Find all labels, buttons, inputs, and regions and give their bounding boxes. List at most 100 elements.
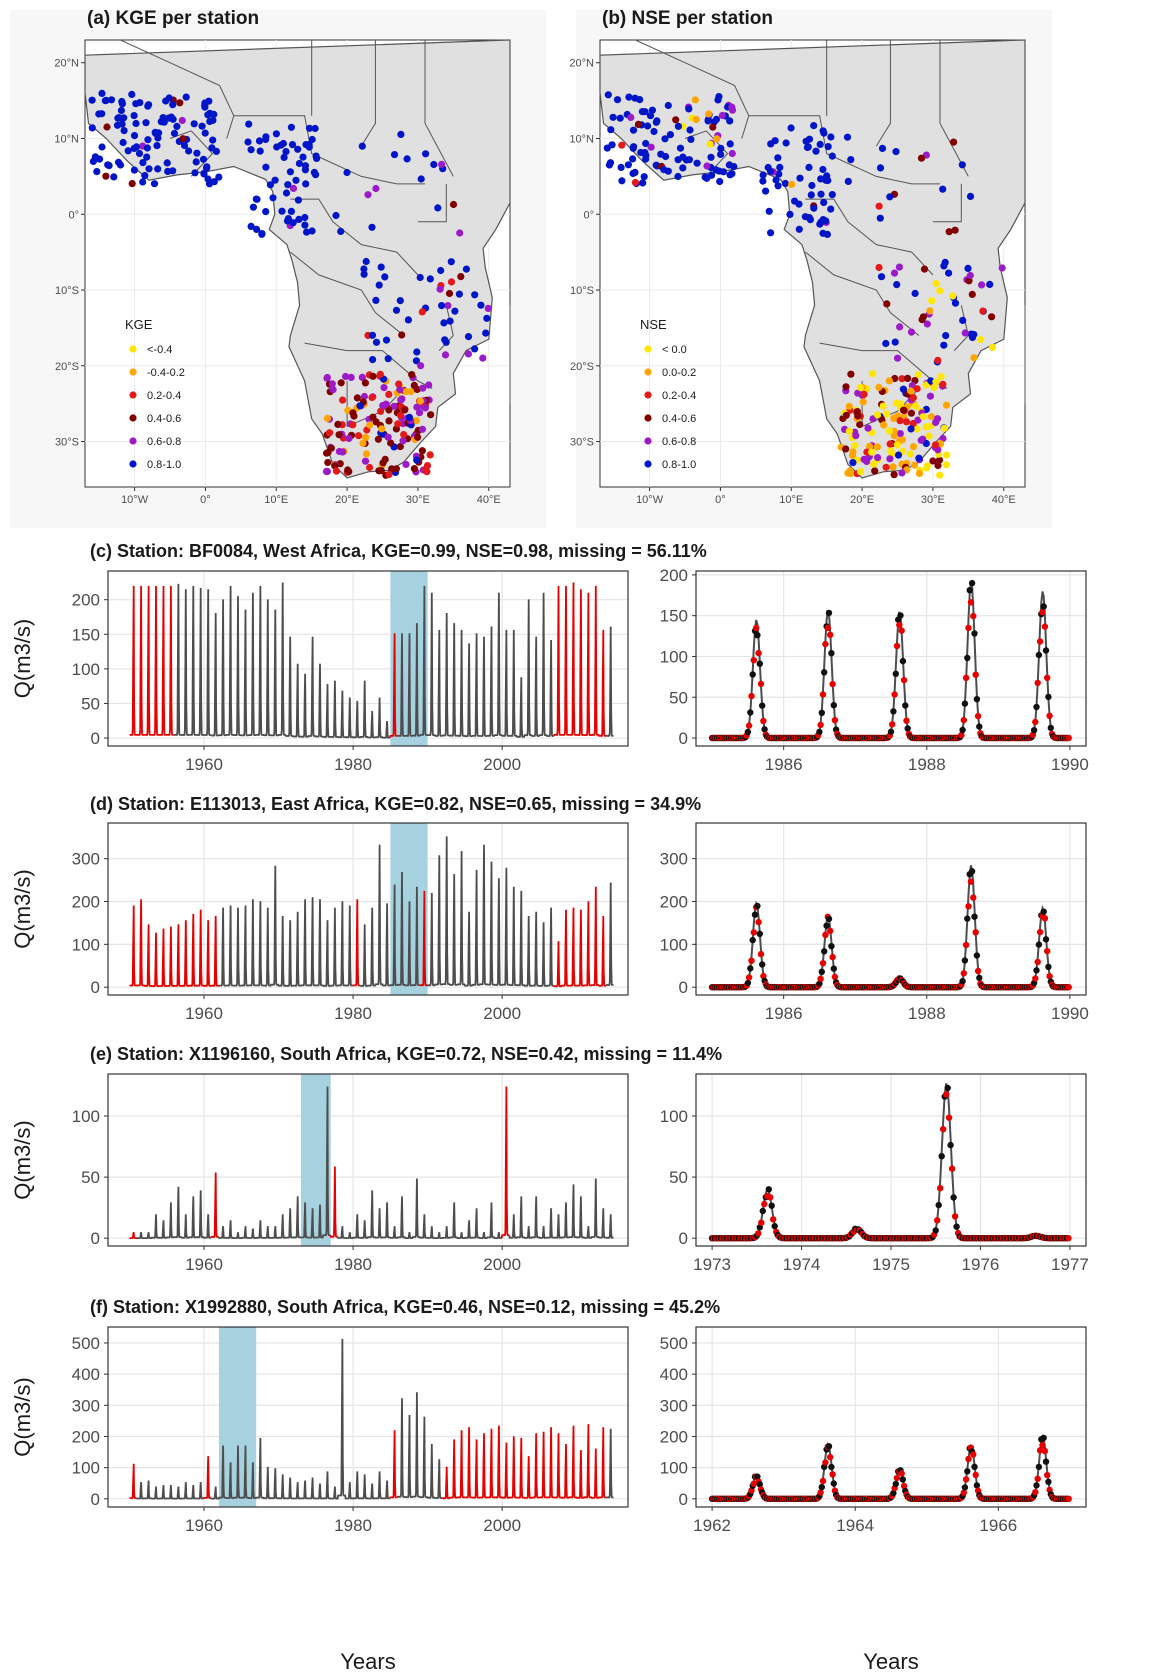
observed-point-red [1036, 638, 1044, 645]
map-lon-label: 10°W [121, 494, 149, 506]
station-dot [716, 177, 724, 186]
observed-point-red [827, 927, 834, 935]
observed-point-red [767, 1194, 774, 1201]
station-dot [392, 306, 401, 314]
map-title-nse: (b) NSE per station [602, 8, 774, 29]
observed-point-black [825, 609, 833, 617]
station-dot [396, 411, 405, 419]
y-tick-label: 150 [72, 625, 100, 644]
station-dot [438, 160, 446, 168]
observed-point-black [816, 728, 823, 736]
simulated-series [218, 865, 353, 987]
station-dot [484, 304, 492, 312]
station-dot [337, 227, 345, 235]
observed-point-black [1033, 967, 1040, 974]
station-dot [894, 451, 903, 459]
station-dot [806, 216, 815, 224]
station-dot [842, 411, 850, 419]
station-dot [918, 316, 926, 324]
station-dot [879, 402, 887, 410]
station-dot [457, 273, 465, 281]
country-border [290, 251, 405, 336]
station-dot [119, 138, 127, 147]
simulated-series [336, 1178, 502, 1239]
station-dot [873, 411, 882, 419]
station-dot [912, 402, 920, 410]
station-dot [891, 338, 899, 346]
observed-point-red [1046, 973, 1053, 980]
observed-point-red [1065, 1495, 1072, 1503]
observed-series [129, 1463, 137, 1499]
observed-point-red [903, 717, 910, 724]
x-tick-label: 1977 [1051, 1255, 1089, 1274]
station-dot [883, 410, 891, 418]
station-dot [898, 436, 907, 444]
station-dot [873, 443, 881, 451]
station-dot [899, 406, 908, 414]
plot-d-zoom: 0 100 200 300 1986 1988 1990 [660, 822, 1089, 1023]
x-tick-label: 1986 [765, 755, 803, 774]
station-dot [609, 113, 617, 121]
station-dot [396, 386, 404, 394]
station-dot [368, 223, 376, 231]
station-dot [914, 416, 922, 424]
legend-label: 0.2-0.4 [662, 390, 696, 402]
station-dot [907, 409, 916, 417]
station-dot [893, 441, 901, 449]
station-dot [795, 200, 803, 208]
plot-frame [695, 1073, 1087, 1247]
observed-point-red [972, 1471, 979, 1479]
plot-f-full: 0 100 200 300 400 500 1960 1980 2000 Q(m3/s) Years [10, 1326, 629, 1673]
x-tick-label: 1988 [908, 1004, 946, 1023]
station-dot [110, 173, 118, 181]
legend-swatch [129, 345, 137, 353]
station-dot [631, 178, 640, 187]
station-dot [852, 432, 860, 440]
station-dot [890, 432, 898, 440]
station-dot [154, 165, 162, 173]
observed-point-red [1036, 1447, 1044, 1454]
observed-point-black [830, 1480, 837, 1487]
station-dot [674, 172, 682, 181]
observed-point-black [759, 702, 766, 709]
station-dot [868, 448, 876, 456]
station-dot [98, 89, 106, 97]
observed-point-black [973, 696, 981, 703]
y-tick-label: 100 [72, 935, 100, 954]
station-dot [145, 101, 153, 109]
station-dot [390, 151, 399, 159]
station-dot [767, 229, 775, 237]
station-dot [416, 397, 424, 405]
station-dot [303, 228, 311, 236]
station-dot [173, 122, 181, 130]
observed-point-black [830, 702, 837, 709]
station-dot [284, 215, 292, 223]
country-border [438, 305, 454, 351]
station-dot [310, 168, 318, 176]
observed-point-black [892, 1480, 899, 1488]
station-dot [379, 459, 387, 467]
x-tick-label: 1980 [334, 755, 372, 774]
station-dot [639, 179, 647, 187]
legend-title: KGE [125, 317, 153, 332]
observed-point-black [756, 660, 763, 667]
station-dot [441, 351, 450, 359]
station-dot [381, 273, 389, 281]
station-dot [483, 314, 491, 322]
station-dot [247, 222, 255, 230]
station-dot [823, 230, 832, 238]
y-tick-label: 300 [660, 1396, 688, 1415]
observed-point-red [817, 975, 824, 982]
station-dot [282, 148, 290, 156]
station-dot [107, 96, 116, 104]
station-dot [929, 457, 937, 465]
observed-point-black [971, 913, 978, 920]
plot-c-full: 0 50 100 150 200 1960 1980 2000 Q(m3/s) [10, 570, 629, 774]
observed-point-red [965, 903, 972, 910]
station-dot [949, 292, 957, 300]
observed-point-black [744, 728, 752, 736]
station-dot [114, 114, 122, 122]
observed-point-red [972, 929, 979, 936]
station-dot [422, 150, 430, 158]
observed-point-black [938, 1153, 945, 1160]
